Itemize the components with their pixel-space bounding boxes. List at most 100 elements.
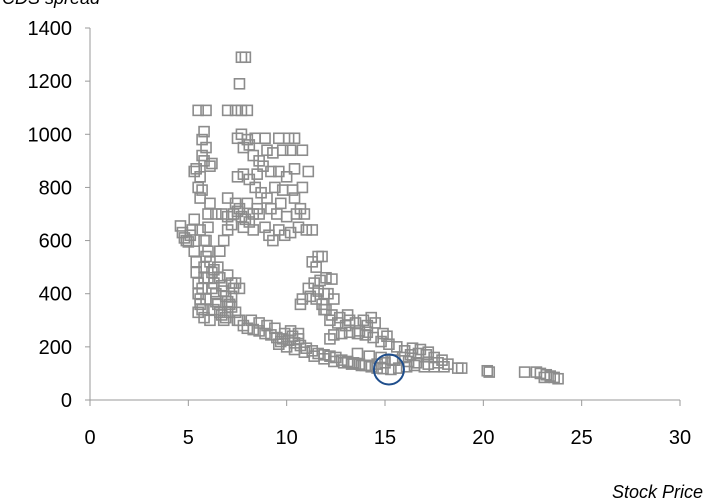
y-axis-ticks: 0 200 400 600 800 1000 1200 1400 bbox=[28, 18, 90, 412]
x-tick-label: 10 bbox=[276, 427, 298, 449]
x-tick-label: 15 bbox=[374, 427, 396, 449]
data-point bbox=[300, 342, 313, 354]
data-point bbox=[414, 343, 427, 356]
y-tick-label: 400 bbox=[39, 284, 72, 306]
data-point bbox=[253, 208, 265, 220]
data-point bbox=[178, 232, 191, 244]
y-tick-label: 200 bbox=[39, 337, 72, 359]
data-point bbox=[363, 350, 376, 362]
data-point bbox=[324, 314, 336, 327]
data-point bbox=[202, 271, 214, 284]
data-point bbox=[239, 51, 252, 64]
data-point bbox=[294, 202, 307, 215]
data-point bbox=[306, 224, 319, 236]
data-point bbox=[294, 298, 307, 311]
data-point bbox=[272, 338, 285, 351]
data-point bbox=[208, 303, 220, 316]
data-point bbox=[274, 335, 287, 348]
data-point bbox=[210, 208, 222, 220]
data-point bbox=[422, 346, 435, 358]
data-point bbox=[253, 317, 265, 329]
data-point bbox=[198, 311, 210, 324]
y-tick-label: 1200 bbox=[28, 71, 73, 93]
y-tick-label: 800 bbox=[39, 177, 72, 199]
data-point bbox=[245, 314, 258, 327]
data-point bbox=[377, 327, 389, 340]
data-point bbox=[308, 277, 321, 289]
data-point bbox=[237, 141, 250, 154]
data-point bbox=[280, 171, 293, 183]
data-point bbox=[192, 104, 204, 117]
data-point bbox=[540, 368, 553, 381]
data-point bbox=[324, 333, 336, 345]
y-tick-label: 1000 bbox=[28, 124, 73, 146]
data-point bbox=[544, 370, 557, 382]
data-point bbox=[261, 319, 273, 332]
data-point bbox=[483, 366, 496, 378]
data-point bbox=[438, 360, 450, 373]
data-point bbox=[202, 221, 214, 234]
data-point bbox=[351, 347, 364, 360]
data-point bbox=[200, 141, 212, 154]
data-point bbox=[188, 213, 201, 226]
data-point bbox=[235, 104, 248, 117]
data-point bbox=[200, 104, 212, 117]
data-point bbox=[328, 329, 340, 341]
data-point bbox=[235, 51, 248, 64]
data-point bbox=[381, 330, 393, 343]
y-tick-label: 1400 bbox=[28, 18, 73, 40]
data-point bbox=[214, 271, 226, 284]
data-point bbox=[284, 144, 297, 157]
data-point bbox=[331, 317, 344, 329]
data-point bbox=[320, 271, 332, 284]
data-point bbox=[538, 371, 551, 384]
data-point bbox=[198, 125, 210, 138]
x-axis-ticks: 0 5 10 15 20 25 30 bbox=[84, 400, 691, 449]
data-point bbox=[292, 221, 305, 234]
highlight-circle bbox=[372, 353, 405, 386]
data-point bbox=[314, 274, 326, 287]
x-tick-label: 5 bbox=[183, 427, 194, 449]
data-point bbox=[229, 306, 242, 319]
data-point bbox=[204, 160, 216, 172]
y-axis-title: CDS spread bbox=[2, 0, 101, 8]
data-point bbox=[296, 181, 309, 194]
data-point bbox=[375, 351, 387, 364]
data-point bbox=[310, 261, 322, 273]
data-point bbox=[337, 356, 350, 369]
x-axis-title: Stock Price bbox=[612, 482, 703, 502]
data-point bbox=[206, 157, 218, 170]
data-point bbox=[442, 358, 454, 370]
data-point bbox=[552, 372, 564, 385]
data-point bbox=[208, 263, 220, 276]
data-point bbox=[282, 132, 295, 145]
data-point bbox=[241, 104, 254, 117]
data-point bbox=[241, 322, 254, 335]
data-point bbox=[481, 364, 494, 377]
data-point bbox=[231, 132, 244, 145]
data-point bbox=[410, 356, 423, 369]
y-tick-label: 600 bbox=[39, 231, 72, 253]
data-point bbox=[274, 197, 287, 210]
data-point bbox=[196, 133, 208, 146]
data-point bbox=[518, 366, 531, 378]
data-point bbox=[296, 144, 309, 157]
data-point bbox=[284, 325, 297, 337]
data-point bbox=[231, 171, 244, 183]
data-point bbox=[221, 269, 234, 281]
data-point bbox=[278, 327, 291, 340]
data-point bbox=[217, 314, 230, 327]
data-point bbox=[365, 311, 378, 324]
data-point bbox=[196, 184, 208, 196]
data-point bbox=[200, 293, 212, 305]
data-point bbox=[436, 354, 448, 366]
data-point bbox=[241, 197, 254, 210]
data-point bbox=[353, 325, 366, 337]
data-point bbox=[225, 277, 238, 289]
data-point bbox=[383, 338, 395, 351]
data-point bbox=[259, 221, 271, 234]
x-tick-label: 30 bbox=[669, 427, 691, 449]
data-point bbox=[390, 341, 403, 353]
data-point bbox=[247, 224, 260, 236]
